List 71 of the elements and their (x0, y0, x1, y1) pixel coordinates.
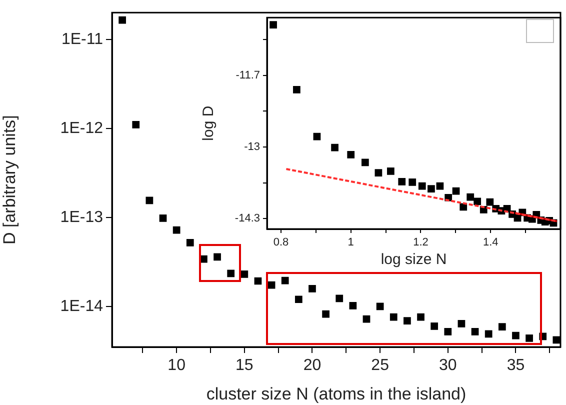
y-axis-title: D [arbitrary units] (0, 115, 19, 245)
y-tick-label: -13 (244, 141, 260, 154)
x-tick-label: 35 (506, 357, 525, 374)
x-tick-label: 20 (303, 357, 322, 374)
point (408, 178, 416, 186)
point (436, 182, 444, 190)
point (552, 336, 560, 344)
point (460, 203, 468, 211)
point (293, 86, 300, 94)
point (428, 185, 435, 192)
point (254, 277, 262, 285)
x-tick-label: 15 (236, 357, 254, 374)
point (398, 178, 406, 186)
point (374, 169, 382, 177)
point (474, 198, 482, 206)
x-axis-title: cluster size N (atoms in the island) (206, 384, 466, 404)
point (526, 334, 533, 342)
point (146, 196, 154, 204)
point (159, 214, 167, 222)
x-tick-label: 1.4 (482, 236, 498, 249)
x-tick-label: 0.8 (273, 236, 289, 249)
x-tick-label: 1.2 (413, 236, 428, 249)
y-tick-label: -14.3 (234, 212, 260, 225)
point (484, 330, 492, 338)
x-tick-label: 30 (439, 357, 457, 374)
y-tick-label: 1E-13 (60, 208, 104, 226)
point (240, 270, 248, 278)
point (186, 239, 194, 246)
point (132, 121, 140, 128)
point (313, 132, 321, 140)
x-tick-label: 1 (348, 236, 354, 249)
point (331, 144, 338, 152)
y-tick-label: 1E-12 (60, 120, 104, 137)
point (512, 332, 520, 340)
point (376, 302, 384, 310)
point (362, 158, 369, 166)
point (498, 323, 506, 330)
point (417, 313, 424, 321)
x-axis-title: log size N (380, 251, 447, 268)
point (486, 198, 494, 206)
point (308, 285, 316, 292)
point (347, 151, 355, 158)
point (200, 255, 208, 263)
point (452, 187, 460, 195)
point (118, 16, 126, 24)
x-tick-label: 10 (168, 357, 186, 374)
y-axis-title: log D (200, 106, 218, 141)
point (322, 310, 330, 318)
y-tick-label: 1E-11 (61, 30, 104, 48)
point (281, 276, 289, 284)
point (349, 302, 357, 310)
point (268, 281, 276, 289)
point (362, 315, 370, 323)
point (404, 317, 411, 324)
point (227, 270, 235, 278)
point (294, 296, 302, 304)
point (466, 193, 474, 201)
y-tick-label: 1E-14 (60, 298, 104, 315)
point (336, 294, 344, 302)
point (387, 168, 394, 175)
point (214, 253, 221, 261)
point (418, 182, 426, 190)
point (172, 226, 180, 234)
point (444, 328, 452, 336)
point (471, 328, 479, 336)
x-tick-label: 25 (371, 357, 390, 374)
point (390, 313, 398, 321)
point (430, 322, 438, 330)
y-tick-label: -11.7 (236, 69, 260, 82)
point (458, 320, 466, 328)
point (270, 21, 277, 28)
